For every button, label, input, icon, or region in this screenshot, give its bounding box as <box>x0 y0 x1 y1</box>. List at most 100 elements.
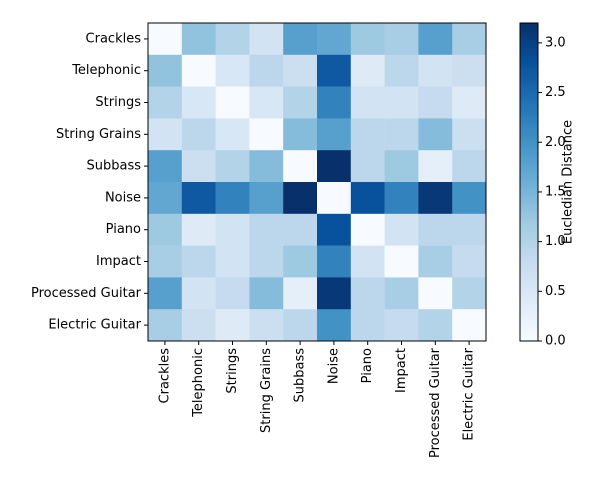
heatmap-cell <box>452 86 487 119</box>
heatmap-cell <box>283 213 318 246</box>
heatmap-cell <box>452 150 487 183</box>
y-tick-label: Telephonic <box>71 63 141 78</box>
y-tick-label: Electric Guitar <box>48 318 141 333</box>
heatmap-cell <box>283 86 318 119</box>
colorbar-tick-label: 1.0 <box>545 234 566 249</box>
x-tick-label: Noise <box>326 348 341 384</box>
heatmap-cell <box>350 309 385 342</box>
heatmap-cell <box>317 86 352 119</box>
heatmap-cell <box>350 118 385 151</box>
y-tick-label: Processed Guitar <box>31 286 142 301</box>
heatmap-cell <box>249 213 284 246</box>
heatmap-cell <box>249 245 284 278</box>
heatmap-cell <box>452 118 487 151</box>
heatmap-cell <box>384 150 419 183</box>
heatmap-cell <box>350 150 385 183</box>
heatmap-cell <box>452 54 487 87</box>
x-tick-label: Telephonic <box>191 348 206 418</box>
heatmap-cell <box>249 54 284 87</box>
y-tick-label: Noise <box>105 190 141 205</box>
heatmap-cell <box>452 277 487 310</box>
heatmap-cell <box>418 86 453 119</box>
heatmap-cell <box>148 309 183 342</box>
heatmap-cell <box>283 182 318 215</box>
heatmap-cell <box>418 277 453 310</box>
heatmap-cell <box>283 277 318 310</box>
heatmap-cell <box>350 23 385 56</box>
heatmap-cell <box>384 23 419 56</box>
heatmap-cell <box>317 182 352 215</box>
heatmap-cell <box>249 86 284 119</box>
heatmap-cell <box>148 54 183 87</box>
heatmap-cell <box>283 23 318 56</box>
heatmap-cell <box>283 309 318 342</box>
heatmap-cell <box>384 54 419 87</box>
heatmap-cell <box>148 86 183 119</box>
heatmap-cell <box>148 182 183 215</box>
heatmap-cell <box>350 54 385 87</box>
y-tick-label: Impact <box>96 254 141 269</box>
x-tick-label: Electric Guitar <box>462 347 477 440</box>
heatmap-cell <box>148 118 183 151</box>
heatmap-cell <box>181 182 216 215</box>
heatmap-cell <box>215 245 250 278</box>
heatmap-cell <box>317 150 352 183</box>
x-tick-label: Crackles <box>157 348 172 404</box>
heatmap-cell <box>452 245 487 278</box>
heatmap-cell <box>317 277 352 310</box>
x-tick-label: Piano <box>360 348 375 383</box>
heatmap-cell <box>452 182 487 215</box>
colorbar <box>519 22 539 342</box>
y-tick-label: String Grains <box>56 127 141 142</box>
heatmap-cell <box>148 23 183 56</box>
heatmap-cell <box>181 150 216 183</box>
colorbar-tick-label: 0.0 <box>545 334 566 349</box>
colorbar-tick-label: 2.5 <box>545 85 566 100</box>
heatmap-cell <box>215 86 250 119</box>
heatmap-cell <box>317 118 352 151</box>
heatmap-cell <box>452 213 487 246</box>
x-tick-label: Impact <box>394 348 409 393</box>
heatmap-cell <box>249 23 284 56</box>
heatmap-cell <box>249 182 284 215</box>
y-tick-label: Piano <box>106 222 141 237</box>
heatmap-cell <box>384 182 419 215</box>
x-tick-label: Processed Guitar <box>428 347 443 458</box>
heatmap-cell <box>384 118 419 151</box>
heatmap-cell <box>452 309 487 342</box>
heatmap-cell <box>215 150 250 183</box>
heatmap-cell <box>350 245 385 278</box>
y-tick-label: Subbass <box>86 159 141 174</box>
heatmap-cell <box>181 277 216 310</box>
heatmap-cell <box>350 86 385 119</box>
heatmap-cell <box>148 245 183 278</box>
heatmap-cell <box>215 309 250 342</box>
heatmap-cell <box>418 245 453 278</box>
heatmap-cell <box>215 182 250 215</box>
heatmap-cell <box>418 54 453 87</box>
heatmap-cell <box>317 23 352 56</box>
heatmap-cell <box>148 213 183 246</box>
heatmap-cell <box>181 54 216 87</box>
heatmap-cell <box>384 86 419 119</box>
colorbar-tick-label: 2.0 <box>545 135 566 150</box>
heatmap-cell <box>249 118 284 151</box>
heatmap-cell <box>350 277 385 310</box>
heatmap-cell <box>350 213 385 246</box>
heatmap-cell <box>384 277 419 310</box>
heatmap-cell <box>215 23 250 56</box>
heatmap-cell <box>215 54 250 87</box>
heatmap-cell <box>249 309 284 342</box>
heatmap-cell <box>283 118 318 151</box>
heatmap-cell <box>215 118 250 151</box>
heatmap-cell <box>181 245 216 278</box>
heatmap-cell <box>181 86 216 119</box>
heatmap-cell <box>452 23 487 56</box>
heatmap-cell <box>317 54 352 87</box>
heatmap-cell <box>249 277 284 310</box>
heatmap-cell <box>384 213 419 246</box>
heatmap-cell <box>283 150 318 183</box>
heatmap-cell <box>317 245 352 278</box>
colorbar-tick-label: 1.5 <box>545 184 566 199</box>
